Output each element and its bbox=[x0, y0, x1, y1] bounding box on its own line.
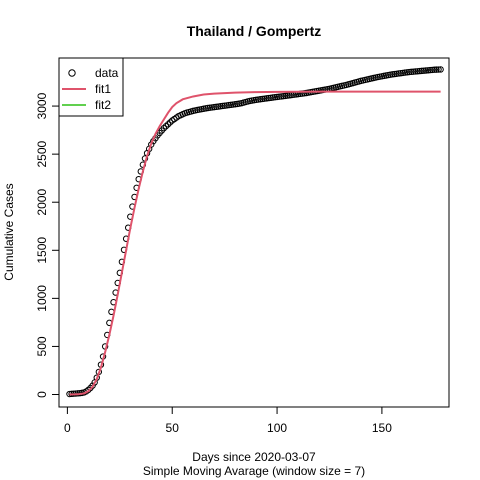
data-point bbox=[408, 68, 415, 76]
data-point bbox=[424, 67, 432, 74]
x-tick-label: 50 bbox=[166, 421, 180, 435]
data-point bbox=[217, 103, 224, 110]
y-tick-label: 3000 bbox=[35, 92, 49, 119]
legend-item-fit2: fit2 bbox=[62, 98, 111, 112]
legend-box bbox=[58, 57, 124, 117]
y-tick-label: 1000 bbox=[35, 285, 49, 312]
legend-label: data bbox=[95, 66, 119, 80]
y-tick-label: 0 bbox=[35, 391, 49, 398]
data-point bbox=[426, 66, 434, 74]
x-tick-label: 0 bbox=[64, 421, 71, 435]
data-point bbox=[89, 382, 96, 389]
legend-marker bbox=[68, 69, 76, 77]
data-point bbox=[416, 67, 423, 75]
x-axis: 0 50 100 150 bbox=[64, 406, 392, 435]
x-tick-label: 150 bbox=[372, 421, 392, 435]
y-axis: 0 500 1000 1500 2000 2500 3000 bbox=[35, 92, 60, 398]
series-line-fit1 bbox=[69, 90, 441, 396]
legend: data fit1 fit2 bbox=[58, 57, 124, 117]
y-tick-label: 2000 bbox=[35, 189, 49, 216]
data-point bbox=[231, 101, 239, 108]
legend-item-data: data bbox=[68, 66, 119, 80]
x-axis-sublabel: Simple Moving Avarage (window size = 7) bbox=[143, 464, 365, 478]
data-point bbox=[166, 119, 174, 126]
x-tick-label: 100 bbox=[267, 421, 287, 435]
data-point bbox=[422, 67, 430, 74]
data-point bbox=[418, 67, 425, 75]
data-point bbox=[410, 68, 417, 75]
data-point bbox=[160, 124, 168, 132]
y-tick-label: 2500 bbox=[35, 140, 49, 167]
data-point bbox=[412, 68, 419, 75]
legend-label: fit1 bbox=[95, 82, 111, 96]
y-tick-label: 500 bbox=[35, 336, 49, 356]
legend-item-fit1: fit1 bbox=[62, 82, 111, 96]
chart-title: Thailand / Gompertz bbox=[187, 23, 322, 39]
data-point bbox=[420, 67, 428, 74]
data-point bbox=[435, 66, 442, 73]
data-point bbox=[204, 104, 212, 112]
data-point bbox=[164, 121, 172, 128]
data-point bbox=[429, 66, 436, 74]
plot-area bbox=[66, 66, 444, 398]
data-point bbox=[85, 386, 92, 394]
x-axis-label: Days since 2020-03-07 bbox=[192, 450, 316, 464]
data-point bbox=[405, 68, 413, 76]
data-point bbox=[433, 66, 440, 73]
data-point bbox=[431, 66, 438, 73]
data-point bbox=[414, 68, 421, 75]
data-point bbox=[162, 123, 170, 130]
data-point bbox=[275, 93, 283, 100]
data-point bbox=[301, 90, 308, 97]
data-point bbox=[269, 94, 277, 101]
data-point bbox=[254, 96, 262, 103]
legend-label: fit2 bbox=[95, 98, 111, 112]
data-point bbox=[437, 66, 444, 73]
y-axis-label: Cumulative Cases bbox=[2, 183, 16, 280]
y-tick-label: 1500 bbox=[35, 237, 49, 264]
